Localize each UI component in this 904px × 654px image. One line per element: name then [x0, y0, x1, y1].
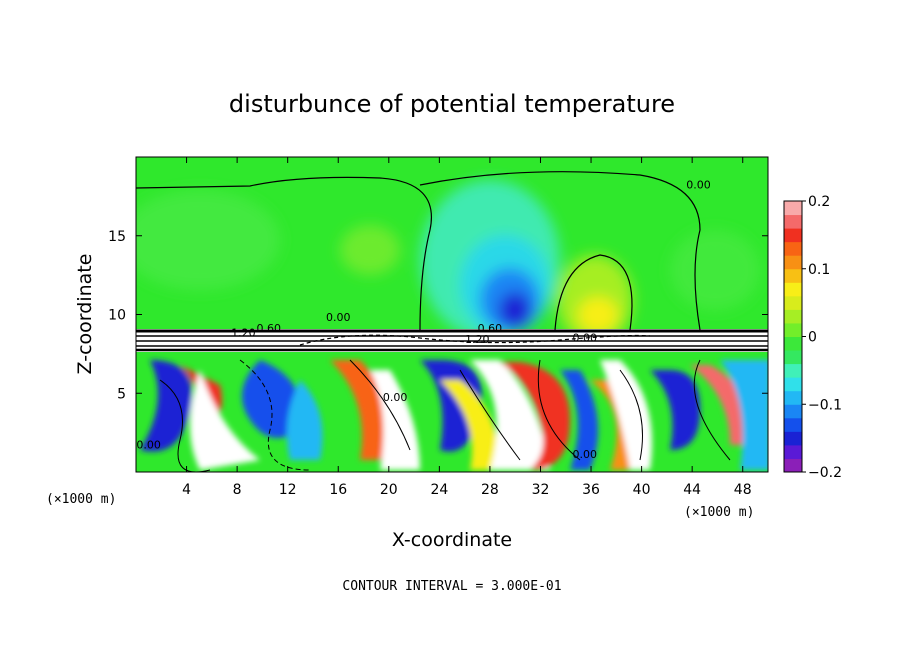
x-unit-note-left: (×1000 m) [46, 492, 116, 507]
colorbar-swatch [784, 444, 802, 459]
contour-line [693, 359, 731, 461]
chart-title: disturbunce of potential temperature [229, 90, 675, 118]
contour-label: 0.00 [326, 311, 351, 324]
turbulent-blob [470, 360, 550, 470]
colorbar-swatch [784, 268, 802, 283]
turbulent-blob [720, 360, 768, 470]
x-tick-label: 32 [532, 482, 550, 498]
colorbar-swatch [784, 322, 802, 337]
field-patch-blue-core [499, 292, 531, 328]
contour-label: 0.00 [686, 179, 711, 192]
field-patch-lime [340, 225, 400, 275]
colorbar-tick-label: 0.1 [808, 262, 830, 278]
colorbar-swatch [784, 431, 802, 446]
x-tick-label: 20 [380, 482, 398, 498]
y-tick-label: 5 [117, 386, 126, 402]
colorbar-swatch [784, 241, 802, 256]
contour-bubble [554, 254, 633, 331]
turbulent-blob [600, 360, 652, 470]
y-axis-ticks: 5 10 15 [108, 229, 768, 402]
colorbar [784, 201, 802, 473]
colorbar-swatch [784, 336, 802, 351]
colorbar-swatch [784, 350, 802, 365]
turbulent-blob [650, 370, 700, 450]
x-axis-ticks: 4 8 12 16 20 24 28 32 36 40 44 48 [182, 157, 752, 498]
colorbar-ticks: 0.2 0.1 0 −0.1 −0.2 [802, 194, 842, 481]
turbulent-blob [440, 380, 500, 470]
contour-label: 0.00 [572, 331, 597, 344]
colorbar-tick-label: −0.1 [808, 397, 842, 413]
contour-line [459, 369, 521, 461]
colorbar-tick-label: 0 [808, 330, 817, 346]
x-tick-label: 28 [481, 482, 499, 498]
contour-line [537, 359, 581, 461]
lower-field [140, 360, 768, 470]
contour-line [239, 359, 311, 471]
turbulent-blob [286, 380, 323, 460]
contour-label: 0.60 [478, 322, 503, 335]
colorbar-swatch [784, 282, 802, 297]
contour-zero-right [419, 171, 701, 331]
x-tick-label: 12 [279, 482, 297, 498]
colorbar-swatch [784, 214, 802, 229]
colorbar-tick-label: −0.2 [808, 465, 842, 481]
colorbar-swatch [784, 390, 802, 405]
lower-contours [159, 359, 731, 472]
x-tick-label: 36 [582, 482, 600, 498]
colorbar-swatch [784, 377, 802, 392]
contour-label: 0.00 [383, 391, 408, 404]
x-tick-label: 4 [182, 482, 191, 498]
colorbar-swatch [784, 255, 802, 270]
colorbar-swatch [784, 363, 802, 378]
contour-label: 0.00 [136, 438, 161, 451]
contour-label: 1.20 [465, 333, 490, 346]
x-tick-label: 24 [430, 482, 448, 498]
contour-line [349, 359, 411, 451]
x-tick-label: 8 [233, 482, 242, 498]
contour-label: 0.00 [572, 448, 597, 461]
x-tick-label: 44 [683, 482, 701, 498]
contour-line [159, 379, 211, 472]
turbulent-blob [190, 370, 260, 470]
band-contours [136, 329, 768, 352]
x-tick-label: 40 [633, 482, 651, 498]
contour-line [619, 369, 643, 461]
turbulent-blob [140, 360, 192, 452]
contour-labels: 0.000.001.20 0.60 0.600.001.200.000.000.00 [136, 179, 710, 461]
field-patch-green-right [670, 230, 760, 310]
y-tick-label: 10 [108, 308, 126, 324]
colorbar-swatch [784, 201, 802, 216]
colorbar-swatch [784, 295, 802, 310]
colorbar-swatch [784, 228, 802, 243]
plot-area [136, 157, 768, 472]
contour-label: 1.20 [231, 327, 256, 340]
turbulent-blob [560, 370, 598, 470]
field-patch-yellow [578, 297, 618, 333]
band-dashed-contour [299, 334, 651, 346]
y-axis-label: Z-coordinate [74, 254, 96, 375]
turbulent-blob [242, 360, 302, 438]
field-patch-green [136, 190, 280, 290]
colorbar-swatch [784, 458, 802, 473]
colorbar-tick-label: 0.2 [808, 194, 830, 210]
upper-field [136, 180, 760, 345]
turbulent-blob [500, 362, 570, 470]
contour-label: 0.60 [256, 322, 281, 335]
colorbar-swatch [784, 417, 802, 432]
x-unit-note-right: (×1000 m) [684, 505, 754, 520]
y-tick-label: 15 [108, 229, 126, 245]
upper-contours [136, 171, 701, 331]
colorbar-swatch [784, 404, 802, 419]
x-tick-label: 16 [329, 482, 347, 498]
colorbar-swatch [784, 309, 802, 324]
contour-interval-note: CONTOUR INTERVAL = 3.000E-01 [342, 579, 561, 594]
contour-zero-upper [136, 176, 432, 331]
x-axis-label: X-coordinate [392, 529, 512, 551]
turbulent-blob [420, 360, 482, 452]
x-tick-label: 48 [734, 482, 752, 498]
